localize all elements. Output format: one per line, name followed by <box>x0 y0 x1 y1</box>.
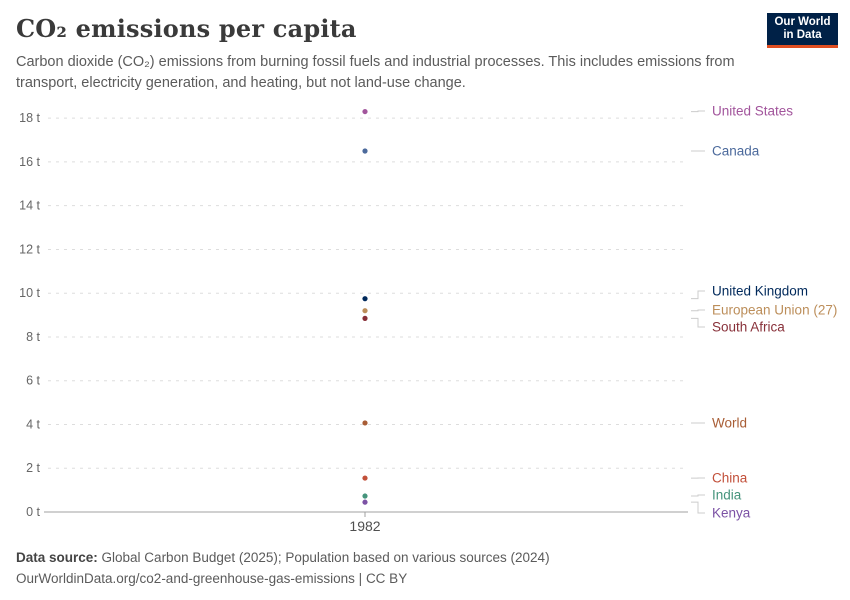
label-connector-kenya <box>691 501 705 514</box>
data-point-india[interactable] <box>362 493 368 499</box>
entity-label-china[interactable]: China <box>712 471 748 486</box>
y-tick-label-2t: 2 t <box>26 461 40 475</box>
entity-label-united-states[interactable]: United States <box>712 104 793 119</box>
y-tick-label-18t: 18 t <box>19 111 40 125</box>
label-connector-united-kingdom <box>691 290 705 300</box>
data-source-line: Data source: Global Carbon Budget (2025)… <box>16 547 550 568</box>
data-point-united-kingdom[interactable] <box>362 296 368 302</box>
data-point-united-states[interactable] <box>362 108 368 115</box>
y-tick-label-12t: 12 t <box>19 242 40 256</box>
owid-logo-line2: in Data <box>783 29 822 41</box>
citation-line: OurWorldinData.org/co2-and-greenhouse-ga… <box>16 568 550 589</box>
y-tick-label-4t: 4 t <box>26 417 40 431</box>
y-tick-label-0t: 0 t <box>26 505 40 519</box>
page-title: CO₂ emissions per capita <box>16 14 357 43</box>
entity-label-kenya[interactable]: Kenya <box>712 506 751 521</box>
label-connector-united-states <box>691 110 705 113</box>
y-tick-label-14t: 14 t <box>19 199 40 213</box>
label-connector-south-africa <box>691 317 705 328</box>
label-connector-european-union-27 <box>691 309 705 312</box>
data-source-label: Data source: <box>16 550 98 565</box>
owid-logo-line1: Our World <box>774 16 831 28</box>
entity-label-south-africa[interactable]: South Africa <box>712 320 785 335</box>
chart-footer: Data source: Global Carbon Budget (2025)… <box>16 547 550 589</box>
y-tick-label-10t: 10 t <box>19 286 40 300</box>
data-point-world[interactable] <box>362 420 368 426</box>
license-separator: | <box>354 571 366 586</box>
owid-url-link[interactable]: OurWorldinData.org/co2-and-greenhouse-ga… <box>16 571 355 586</box>
entity-label-india[interactable]: India <box>712 488 742 503</box>
entity-label-canada[interactable]: Canada <box>712 144 760 159</box>
data-point-european-union-27[interactable] <box>362 308 368 314</box>
entity-label-european-union-27[interactable]: European Union (27) <box>712 303 837 318</box>
label-connector-india <box>691 494 705 497</box>
data-point-south-africa[interactable] <box>362 315 368 321</box>
y-tick-label-6t: 6 t <box>26 374 40 388</box>
chart-subtitle: Carbon dioxide (CO₂) emissions from burn… <box>16 54 735 91</box>
data-point-kenya[interactable] <box>362 499 368 505</box>
data-point-china[interactable] <box>362 475 368 481</box>
x-tick-label: 1982 <box>349 518 380 534</box>
y-tick-label-8t: 8 t <box>26 330 40 344</box>
y-tick-label-16t: 16 t <box>19 155 40 169</box>
data-source-text: Global Carbon Budget (2025); Population … <box>97 550 550 565</box>
chart-canvas: 0 t 2 t 4 t 6 t 8 t 10 t 12 t 14 t 16 t 18 t 1982 U… <box>19 104 837 535</box>
license-label: CC BY <box>365 571 408 586</box>
entity-label-united-kingdom[interactable]: United Kingdom <box>712 284 808 299</box>
owid-logo[interactable]: Our World in Data <box>767 13 838 48</box>
data-point-canada[interactable] <box>362 148 368 154</box>
entity-label-world[interactable]: World <box>712 416 747 431</box>
